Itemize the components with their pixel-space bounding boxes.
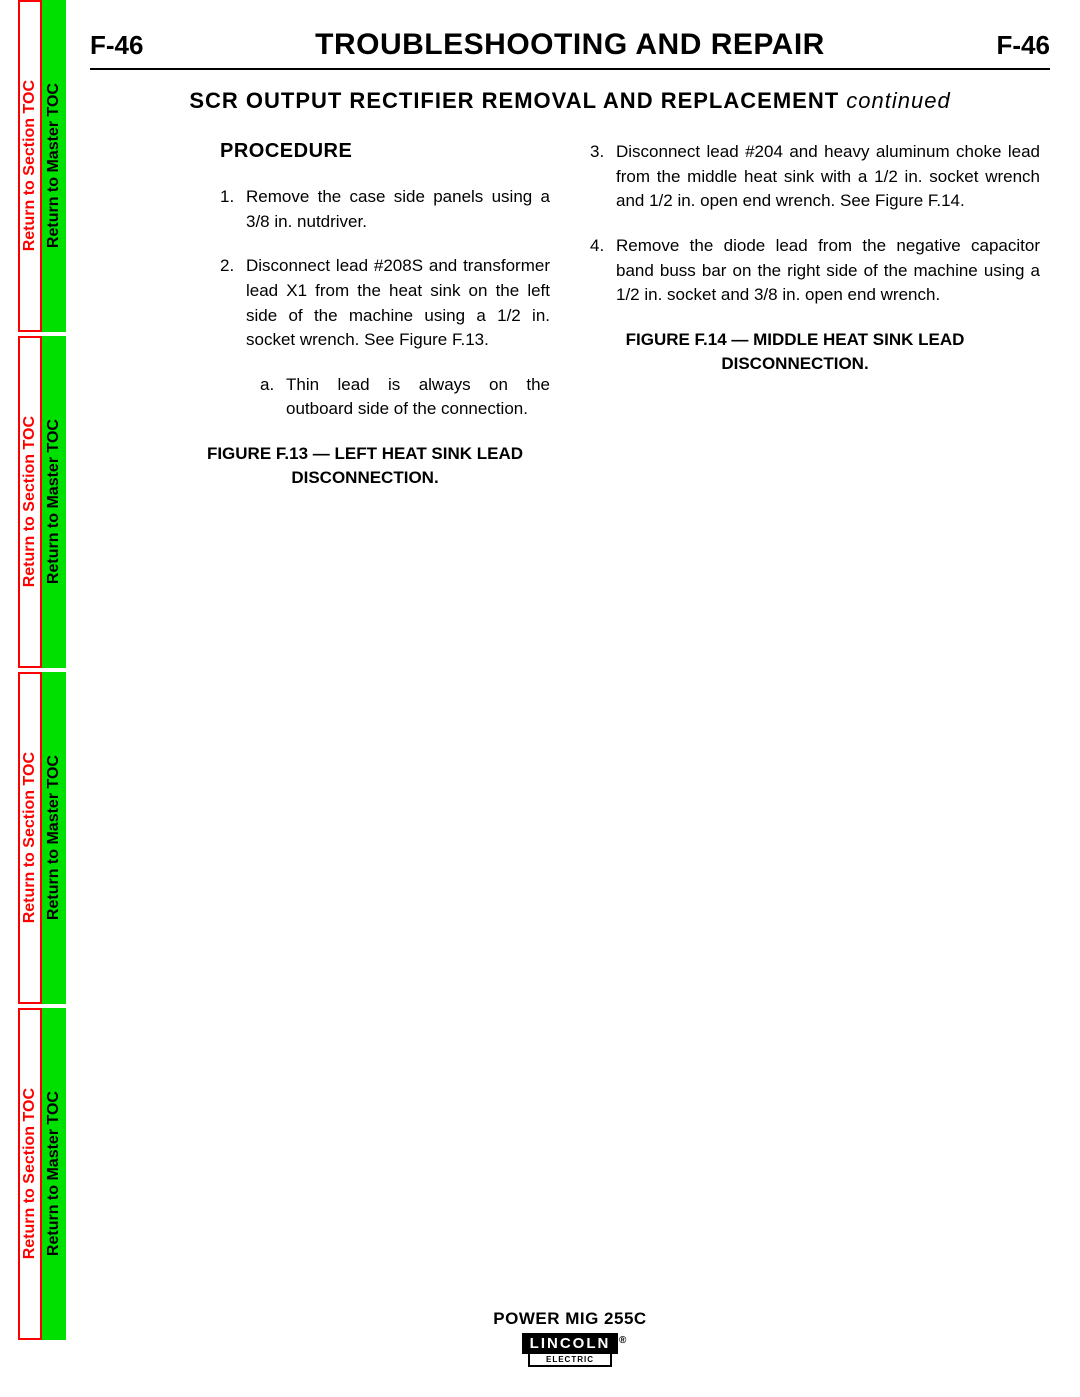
tab-label: Return to Section TOC [21,80,39,251]
figure-caption: FIGURE F.13 — LEFT HEAT SINK LEAD DISCON… [100,442,550,490]
page-content: F-46 TROUBLESHOOTING AND REPAIR F-46 SCR… [90,28,1050,490]
figure-caption: FIGURE F.14 — MIDDLE HEAT SINK LEAD DISC… [590,328,1040,376]
step-number: 4. [590,234,616,308]
subtitle-continued: continued [846,88,950,113]
step-number: 1. [100,185,246,234]
substep-letter: a. [260,373,286,422]
tab-label: Return to Section TOC [21,1088,39,1259]
tab-label: Return to Section TOC [21,416,39,587]
return-master-toc-link[interactable]: Return to Master TOC [42,336,66,668]
registered-icon: ® [619,1335,628,1346]
return-section-toc-link[interactable]: Return to Section TOC [18,336,42,668]
step-text: Disconnect lead #208S and transformer le… [246,254,550,353]
right-column: 3. Disconnect lead #204 and heavy alumin… [590,140,1040,490]
return-master-toc-link[interactable]: Return to Master TOC [42,672,66,1004]
side-nav-tabs: Return to Section TOC Return to Section … [18,0,66,1340]
page-number-left: F-46 [90,30,143,61]
logo-brand-text: LINCOLN [530,1335,611,1352]
substep-text: Thin lead is always on the outboard side… [286,373,550,422]
section-title: TROUBLESHOOTING AND REPAIR [315,28,825,62]
tab-label: Return to Master TOC [45,419,63,584]
step-text: Disconnect lead #204 and heavy aluminum … [616,140,1040,214]
page-number-right: F-46 [997,30,1050,61]
step-text: Remove the case side panels using a 3/8 … [246,185,550,234]
return-section-toc-link[interactable]: Return to Section TOC [18,672,42,1004]
logo-brand: LINCOLN ® [522,1333,619,1354]
page-footer: POWER MIG 255C LINCOLN ® ELECTRIC [90,1309,1050,1367]
procedure-step: 4. Remove the diode lead from the negati… [590,234,1040,308]
page-subtitle: SCR OUTPUT RECTIFIER REMOVAL AND REPLACE… [90,88,1050,114]
master-toc-column: Return to Master TOC Return to Master TO… [42,0,66,1340]
step-number: 3. [590,140,616,214]
procedure-substep: a. Thin lead is always on the outboard s… [260,373,550,422]
tab-label: Return to Master TOC [45,1091,63,1256]
product-name: POWER MIG 255C [90,1309,1050,1329]
step-number: 2. [100,254,246,353]
tab-label: Return to Master TOC [45,83,63,248]
left-column: PROCEDURE 1. Remove the case side panels… [100,140,550,490]
page-header: F-46 TROUBLESHOOTING AND REPAIR F-46 [90,28,1050,70]
section-toc-column: Return to Section TOC Return to Section … [18,0,42,1340]
tab-label: Return to Section TOC [21,752,39,923]
lincoln-logo: LINCOLN ® ELECTRIC [522,1333,619,1367]
procedure-step: 3. Disconnect lead #204 and heavy alumin… [590,140,1040,214]
procedure-step: 2. Disconnect lead #208S and transformer… [100,254,550,353]
return-section-toc-link[interactable]: Return to Section TOC [18,1008,42,1340]
return-master-toc-link[interactable]: Return to Master TOC [42,0,66,332]
return-section-toc-link[interactable]: Return to Section TOC [18,0,42,332]
tab-label: Return to Master TOC [45,755,63,920]
procedure-heading: PROCEDURE [220,140,550,163]
logo-subbrand: ELECTRIC [528,1354,613,1367]
content-columns: PROCEDURE 1. Remove the case side panels… [90,140,1050,490]
step-text: Remove the diode lead from the negative … [616,234,1040,308]
subtitle-main: SCR OUTPUT RECTIFIER REMOVAL AND REPLACE… [189,88,839,113]
return-master-toc-link[interactable]: Return to Master TOC [42,1008,66,1340]
procedure-step: 1. Remove the case side panels using a 3… [100,185,550,234]
